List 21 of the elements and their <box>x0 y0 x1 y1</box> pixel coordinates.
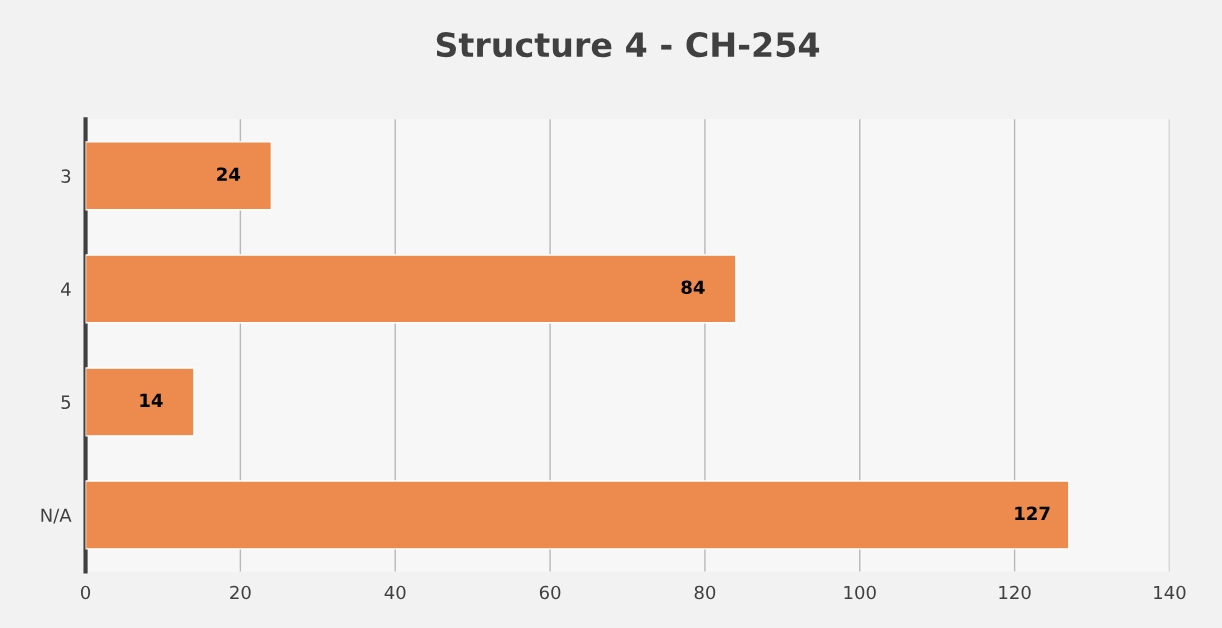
y-tick-label: 3 <box>61 169 71 183</box>
y-tick-label: 4 <box>61 282 71 296</box>
bar <box>85 254 737 324</box>
x-tick-label: 80 <box>694 585 716 600</box>
x-tick-label: 120 <box>999 585 1031 600</box>
y-tick-label: N/A <box>41 508 72 524</box>
y-tick-label: 5 <box>61 395 71 410</box>
bar <box>85 367 195 437</box>
bar <box>85 141 273 211</box>
x-tick-label: 0 <box>80 585 91 600</box>
chart-title: Structure 4 - CH-254 <box>436 32 820 58</box>
x-tick-label: 60 <box>539 585 561 600</box>
x-tick-label: 40 <box>384 585 406 600</box>
x-tick-label: 140 <box>1154 585 1186 600</box>
data-label: 127 <box>1015 506 1050 520</box>
x-tick-label: 100 <box>844 585 876 600</box>
x-tick-label: 20 <box>230 585 251 600</box>
data-label: 14 <box>140 393 163 407</box>
bar <box>85 480 1070 550</box>
data-label: 24 <box>217 167 241 181</box>
data-label: 84 <box>681 280 705 295</box>
